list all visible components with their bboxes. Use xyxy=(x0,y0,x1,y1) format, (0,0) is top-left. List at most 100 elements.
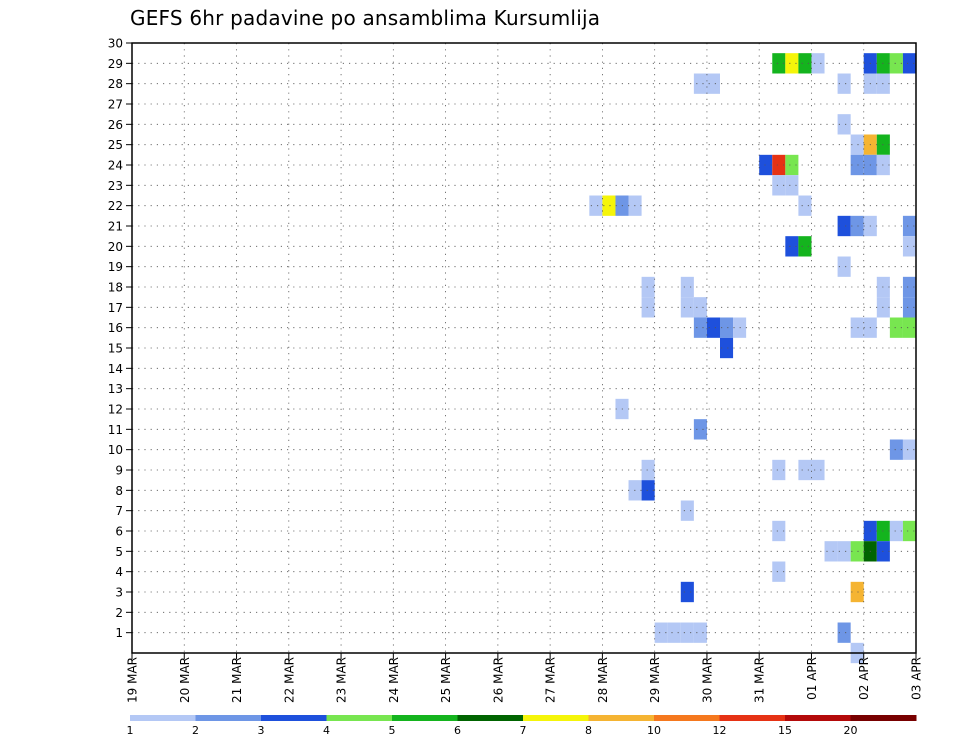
precip-cell xyxy=(785,175,799,196)
y-tick-label: 26 xyxy=(108,118,123,132)
precip-cell xyxy=(680,276,694,298)
precip-cell xyxy=(706,73,720,94)
precip-cell xyxy=(902,317,916,338)
precip-cell xyxy=(693,622,707,643)
x-tick-label: 28 MAR xyxy=(596,657,610,703)
x-tick-label: 01 APR xyxy=(805,657,819,700)
precip-cell xyxy=(785,53,799,74)
precip-cell xyxy=(837,541,851,562)
precip-cell xyxy=(902,276,916,298)
x-tick-label: 27 MAR xyxy=(544,657,558,703)
precip-cell xyxy=(850,581,864,603)
precip-cell xyxy=(811,459,825,481)
y-tick-label: 5 xyxy=(115,545,123,559)
y-tick-label: 7 xyxy=(115,504,123,518)
precip-cell xyxy=(720,337,734,359)
y-tick-label: 24 xyxy=(108,159,123,173)
x-tick-label: 03 APR xyxy=(910,657,924,700)
legend-swatch xyxy=(719,715,786,721)
plot-frame xyxy=(131,42,917,654)
y-tick-label: 14 xyxy=(108,362,123,376)
y-tick-label: 27 xyxy=(108,98,123,112)
legend-label: 20 xyxy=(844,724,858,737)
y-tick-label: 11 xyxy=(108,423,123,437)
x-axis: 19 MAR 20 MAR 21 MAR 22 MAR 23 MAR 24 MAR 25 M… xyxy=(126,653,924,703)
precip-cell xyxy=(850,134,864,155)
precip-cell xyxy=(902,297,916,318)
precip-cell xyxy=(680,500,694,521)
precip-cell xyxy=(850,541,864,562)
legend-swatch xyxy=(130,715,196,721)
x-tick-label: 19 MAR xyxy=(126,657,140,703)
precip-cell xyxy=(824,541,838,562)
precip-cell xyxy=(837,215,851,237)
precip-cell xyxy=(850,317,864,338)
y-tick-label: 20 xyxy=(108,240,123,254)
precip-cell xyxy=(759,154,773,176)
legend-label: 12 xyxy=(713,724,727,737)
legend-swatch xyxy=(195,715,262,721)
precip-cell xyxy=(837,256,851,277)
y-tick-label: 23 xyxy=(108,179,123,193)
legend-swatch xyxy=(261,715,327,721)
precip-cell xyxy=(720,317,734,338)
y-tick-label: 6 xyxy=(115,525,123,539)
y-tick-label: 13 xyxy=(108,382,123,396)
chart-title: GEFS 6hr padavine po ansamblima Kursumli… xyxy=(130,6,601,30)
legend-label: 5 xyxy=(389,724,396,737)
legend-label: 7 xyxy=(520,724,527,737)
precip-cell xyxy=(641,480,655,501)
grid-layer xyxy=(132,43,916,653)
y-tick-label: 18 xyxy=(108,281,123,295)
legend-swatch xyxy=(523,715,589,721)
precip-cell xyxy=(798,195,812,216)
precip-cell xyxy=(641,459,655,481)
precip-cell xyxy=(850,154,864,176)
legend-label: 6 xyxy=(454,724,461,737)
precip-cell xyxy=(889,520,903,542)
precip-cell xyxy=(641,276,655,298)
precip-cell xyxy=(798,236,812,257)
y-tick-label: 3 xyxy=(115,586,123,600)
legend-swatch xyxy=(588,715,655,721)
y-tick-label: 2 xyxy=(115,606,123,620)
x-tick-label: 29 MAR xyxy=(648,657,662,703)
legend-swatch xyxy=(457,715,524,721)
precip-cell xyxy=(772,53,786,74)
legend-swatch xyxy=(392,715,458,721)
y-tick-label: 29 xyxy=(108,57,123,71)
y-tick-label: 1 xyxy=(115,626,123,640)
precip-cell xyxy=(680,297,694,318)
cells-layer xyxy=(589,53,916,664)
precip-cell xyxy=(772,459,786,481)
precip-cell xyxy=(772,154,786,176)
precip-cell xyxy=(811,53,825,74)
precip-cell xyxy=(902,520,916,542)
y-tick-label: 8 xyxy=(115,484,123,498)
y-tick-label: 16 xyxy=(108,321,123,335)
x-tick-label: 23 MAR xyxy=(335,657,349,703)
precip-cell xyxy=(772,561,786,582)
precip-cell xyxy=(602,195,616,216)
precip-cell xyxy=(693,297,707,318)
precip-cell xyxy=(837,73,851,94)
precip-cell xyxy=(785,236,799,257)
x-tick-label: 30 MAR xyxy=(700,657,714,703)
y-tick-label: 12 xyxy=(108,403,123,417)
precip-cell xyxy=(889,439,903,460)
y-tick-label: 4 xyxy=(115,565,123,579)
precip-cell xyxy=(667,622,681,643)
precip-cell xyxy=(889,317,903,338)
legend-label: 10 xyxy=(647,724,661,737)
y-axis: 1234567891011121314151617181920212223242… xyxy=(108,37,132,640)
y-tick-label: 17 xyxy=(108,301,123,315)
legend-label: 8 xyxy=(585,724,592,737)
precip-cell xyxy=(902,236,916,257)
precip-cell xyxy=(680,622,694,643)
precip-cell xyxy=(693,73,707,94)
x-tick-label: 02 APR xyxy=(857,657,871,700)
precip-cell xyxy=(693,317,707,338)
x-tick-label: 24 MAR xyxy=(387,657,401,703)
x-tick-label: 22 MAR xyxy=(282,657,296,703)
